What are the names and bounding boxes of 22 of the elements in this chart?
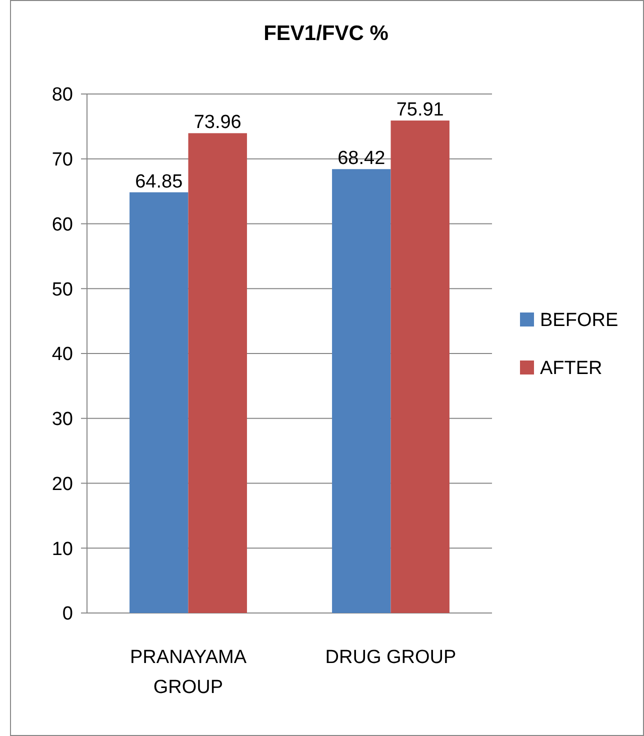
bar [130, 192, 188, 613]
data-label: 64.85 [135, 171, 183, 192]
data-label: 68.42 [338, 148, 386, 170]
bar [332, 169, 391, 613]
legend-label: BEFORE [540, 310, 618, 332]
bar [188, 133, 247, 613]
chart-title: FEV1/FVC % [264, 22, 389, 45]
y-tick-label: 60 [52, 214, 73, 236]
x-tick-label: PRANAYAMA GROUP [130, 647, 247, 698]
x-tick-label: DRUG GROUP [325, 647, 456, 668]
y-tick-label: 20 [52, 474, 73, 495]
y-tick-label: 30 [52, 409, 73, 430]
y-tick-label: 80 [52, 84, 73, 106]
y-tick-label: 40 [52, 344, 73, 366]
y-tick-label: 10 [52, 538, 73, 560]
legend-label: AFTER [540, 358, 602, 380]
y-tick-label: 0 [62, 604, 73, 625]
bar [390, 120, 450, 613]
data-label: 73.96 [194, 112, 242, 134]
data-label: 75.91 [396, 100, 444, 121]
y-tick-label: 50 [52, 279, 73, 300]
y-tick-label: 70 [52, 150, 73, 171]
